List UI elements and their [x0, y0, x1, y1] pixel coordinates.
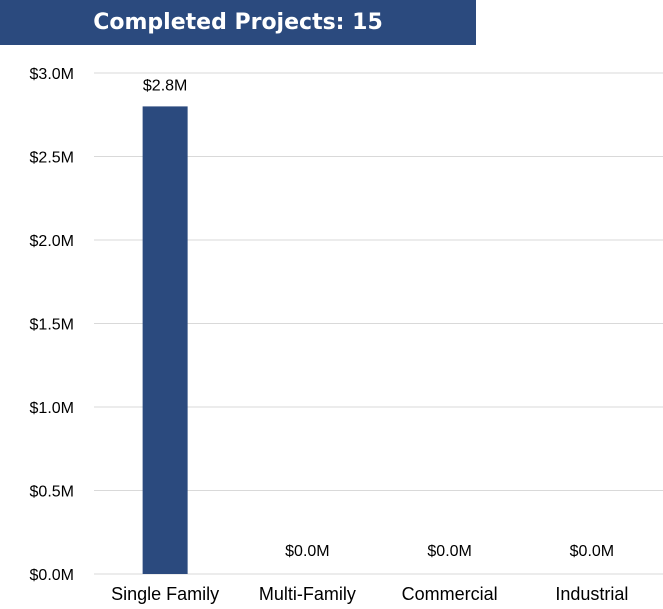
- x-category-label: Single Family: [111, 584, 219, 604]
- y-tick-label: $0.0M: [30, 567, 74, 584]
- chart-title-bar: Completed Projects: 15: [0, 0, 476, 45]
- x-category-label: Industrial: [555, 584, 628, 604]
- y-tick-label: $2.5M: [30, 150, 74, 167]
- data-label: $0.0M: [570, 543, 614, 560]
- y-tick-label: $1.5M: [30, 317, 74, 334]
- bar: [142, 106, 188, 575]
- data-label: $0.0M: [427, 543, 471, 560]
- data-label: $0.0M: [285, 543, 329, 560]
- y-tick-label: $3.0M: [30, 66, 74, 83]
- y-tick-label: $1.0M: [30, 400, 74, 417]
- chart-title: Completed Projects: 15: [93, 10, 383, 35]
- y-tick-label: $0.5M: [30, 484, 74, 501]
- x-category-label: Commercial: [402, 584, 498, 604]
- y-tick-label: $2.0M: [30, 233, 74, 250]
- data-label: $2.8M: [143, 77, 187, 94]
- x-category-label: Multi-Family: [259, 584, 356, 604]
